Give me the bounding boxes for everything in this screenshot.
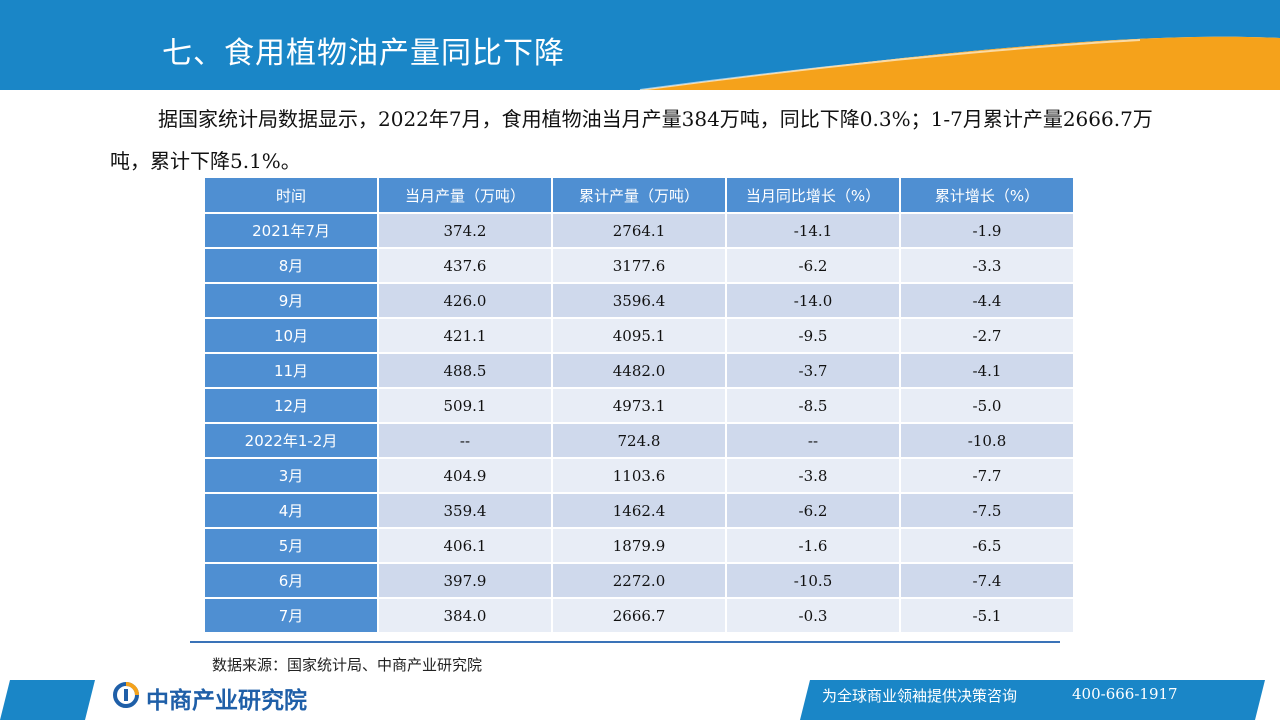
cell-monthly: 421.1: [379, 319, 553, 354]
table-row: 4月 359.4 1462.4 -6.2 -7.5: [205, 494, 1075, 529]
cell-time: 10月: [205, 319, 379, 354]
cell-monthly-yoy: --: [727, 424, 901, 459]
data-source-note: 数据来源：国家统计局、中商产业研究院: [212, 656, 483, 674]
header-background: [0, 0, 1280, 90]
cell-time: 5月: [205, 529, 379, 564]
cell-time: 8月: [205, 249, 379, 284]
header-cumulative-growth: 累计增长（%）: [901, 178, 1075, 214]
summary-paragraph: 据国家统计局数据显示，2022年7月，食用植物油当月产量384万吨，同比下降0.…: [110, 107, 1153, 173]
cell-cumulative-growth: -7.5: [901, 494, 1075, 529]
cell-monthly-yoy: -3.8: [727, 459, 901, 494]
cell-cumulative-growth: -3.3: [901, 249, 1075, 284]
cell-cumulative-growth: -7.4: [901, 564, 1075, 599]
cell-monthly: 397.9: [379, 564, 553, 599]
cell-cumulative-growth: -7.7: [901, 459, 1075, 494]
table-row: 3月 404.9 1103.6 -3.8 -7.7: [205, 459, 1075, 494]
footer-background: [0, 680, 1265, 720]
cell-cumulative: 1879.9: [553, 529, 727, 564]
cell-monthly-yoy: -6.2: [727, 494, 901, 529]
cell-monthly: 509.1: [379, 389, 553, 424]
table-row: 5月 406.1 1879.9 -1.6 -6.5: [205, 529, 1075, 564]
company-logo-text: 中商产业研究院: [146, 688, 307, 714]
table-header-row: 时间 当月产量（万吨） 累计产量（万吨） 当月同比增长（%） 累计增长（%）: [205, 178, 1075, 214]
cell-cumulative: 4095.1: [553, 319, 727, 354]
footer-bar: [0, 680, 1280, 720]
table-bottom-rule: [190, 641, 1060, 643]
header-monthly-output: 当月产量（万吨）: [379, 178, 553, 214]
cell-monthly: 404.9: [379, 459, 553, 494]
table-row: 6月 397.9 2272.0 -10.5 -7.4: [205, 564, 1075, 599]
cell-monthly: 384.0: [379, 599, 553, 634]
cell-time: 2021年7月: [205, 214, 379, 249]
cell-monthly-yoy: -1.6: [727, 529, 901, 564]
header-time: 时间: [205, 178, 379, 214]
cell-monthly-yoy: -9.5: [727, 319, 901, 354]
cell-cumulative-growth: -1.9: [901, 214, 1075, 249]
cell-monthly-yoy: -14.1: [727, 214, 901, 249]
cell-cumulative: 1462.4: [553, 494, 727, 529]
cell-cumulative-growth: -4.1: [901, 354, 1075, 389]
cell-monthly: 374.2: [379, 214, 553, 249]
cell-time: 6月: [205, 564, 379, 599]
cell-monthly-yoy: -10.5: [727, 564, 901, 599]
cell-monthly-yoy: -0.3: [727, 599, 901, 634]
cell-time: 11月: [205, 354, 379, 389]
cell-monthly: 437.6: [379, 249, 553, 284]
table-row: 12月 509.1 4973.1 -8.5 -5.0: [205, 389, 1075, 424]
cell-time: 2022年1-2月: [205, 424, 379, 459]
cell-monthly: --: [379, 424, 553, 459]
production-table: 时间 当月产量（万吨） 累计产量（万吨） 当月同比增长（%） 累计增长（%） 2…: [205, 178, 1075, 634]
table-row: 2021年7月 374.2 2764.1 -14.1 -1.9: [205, 214, 1075, 249]
cell-cumulative-growth: -6.5: [901, 529, 1075, 564]
cell-monthly-yoy: -6.2: [727, 249, 901, 284]
cell-cumulative-growth: -10.8: [901, 424, 1075, 459]
footer-slogan: 为全球商业领袖提供决策咨询: [822, 687, 1018, 705]
cell-monthly-yoy: -3.7: [727, 354, 901, 389]
cell-cumulative: 3596.4: [553, 284, 727, 319]
cell-monthly: 406.1: [379, 529, 553, 564]
cell-cumulative: 4482.0: [553, 354, 727, 389]
cell-cumulative: 2666.7: [553, 599, 727, 634]
cell-monthly: 426.0: [379, 284, 553, 319]
table-row: 10月 421.1 4095.1 -9.5 -2.7: [205, 319, 1075, 354]
cell-monthly-yoy: -8.5: [727, 389, 901, 424]
table-row: 2022年1-2月 -- 724.8 -- -10.8: [205, 424, 1075, 459]
table-row: 9月 426.0 3596.4 -14.0 -4.4: [205, 284, 1075, 319]
table-row: 8月 437.6 3177.6 -6.2 -3.3: [205, 249, 1075, 284]
cell-cumulative: 2272.0: [553, 564, 727, 599]
cell-time: 12月: [205, 389, 379, 424]
cell-cumulative-growth: -5.1: [901, 599, 1075, 634]
cell-cumulative-growth: -4.4: [901, 284, 1075, 319]
header-cumulative-output: 累计产量（万吨）: [553, 178, 727, 214]
cell-cumulative-growth: -2.7: [901, 319, 1075, 354]
cell-cumulative-growth: -5.0: [901, 389, 1075, 424]
cell-monthly-yoy: -14.0: [727, 284, 901, 319]
cell-time: 4月: [205, 494, 379, 529]
cell-time: 9月: [205, 284, 379, 319]
footer-phone: 400-666-1917: [1072, 685, 1178, 703]
cell-cumulative: 4973.1: [553, 389, 727, 424]
header-banner: 七、食用植物油产量同比下降: [0, 0, 1280, 90]
header-monthly-yoy: 当月同比增长（%）: [727, 178, 901, 214]
table-row: 11月 488.5 4482.0 -3.7 -4.1: [205, 354, 1075, 389]
page-title: 七、食用植物油产量同比下降: [162, 36, 565, 71]
cell-cumulative: 3177.6: [553, 249, 727, 284]
cell-cumulative: 724.8: [553, 424, 727, 459]
cell-monthly: 359.4: [379, 494, 553, 529]
cell-time: 3月: [205, 459, 379, 494]
cell-cumulative: 1103.6: [553, 459, 727, 494]
table-row: 7月 384.0 2666.7 -0.3 -5.1: [205, 599, 1075, 634]
cell-monthly: 488.5: [379, 354, 553, 389]
company-logo-icon: [113, 682, 139, 708]
cell-cumulative: 2764.1: [553, 214, 727, 249]
cell-time: 7月: [205, 599, 379, 634]
